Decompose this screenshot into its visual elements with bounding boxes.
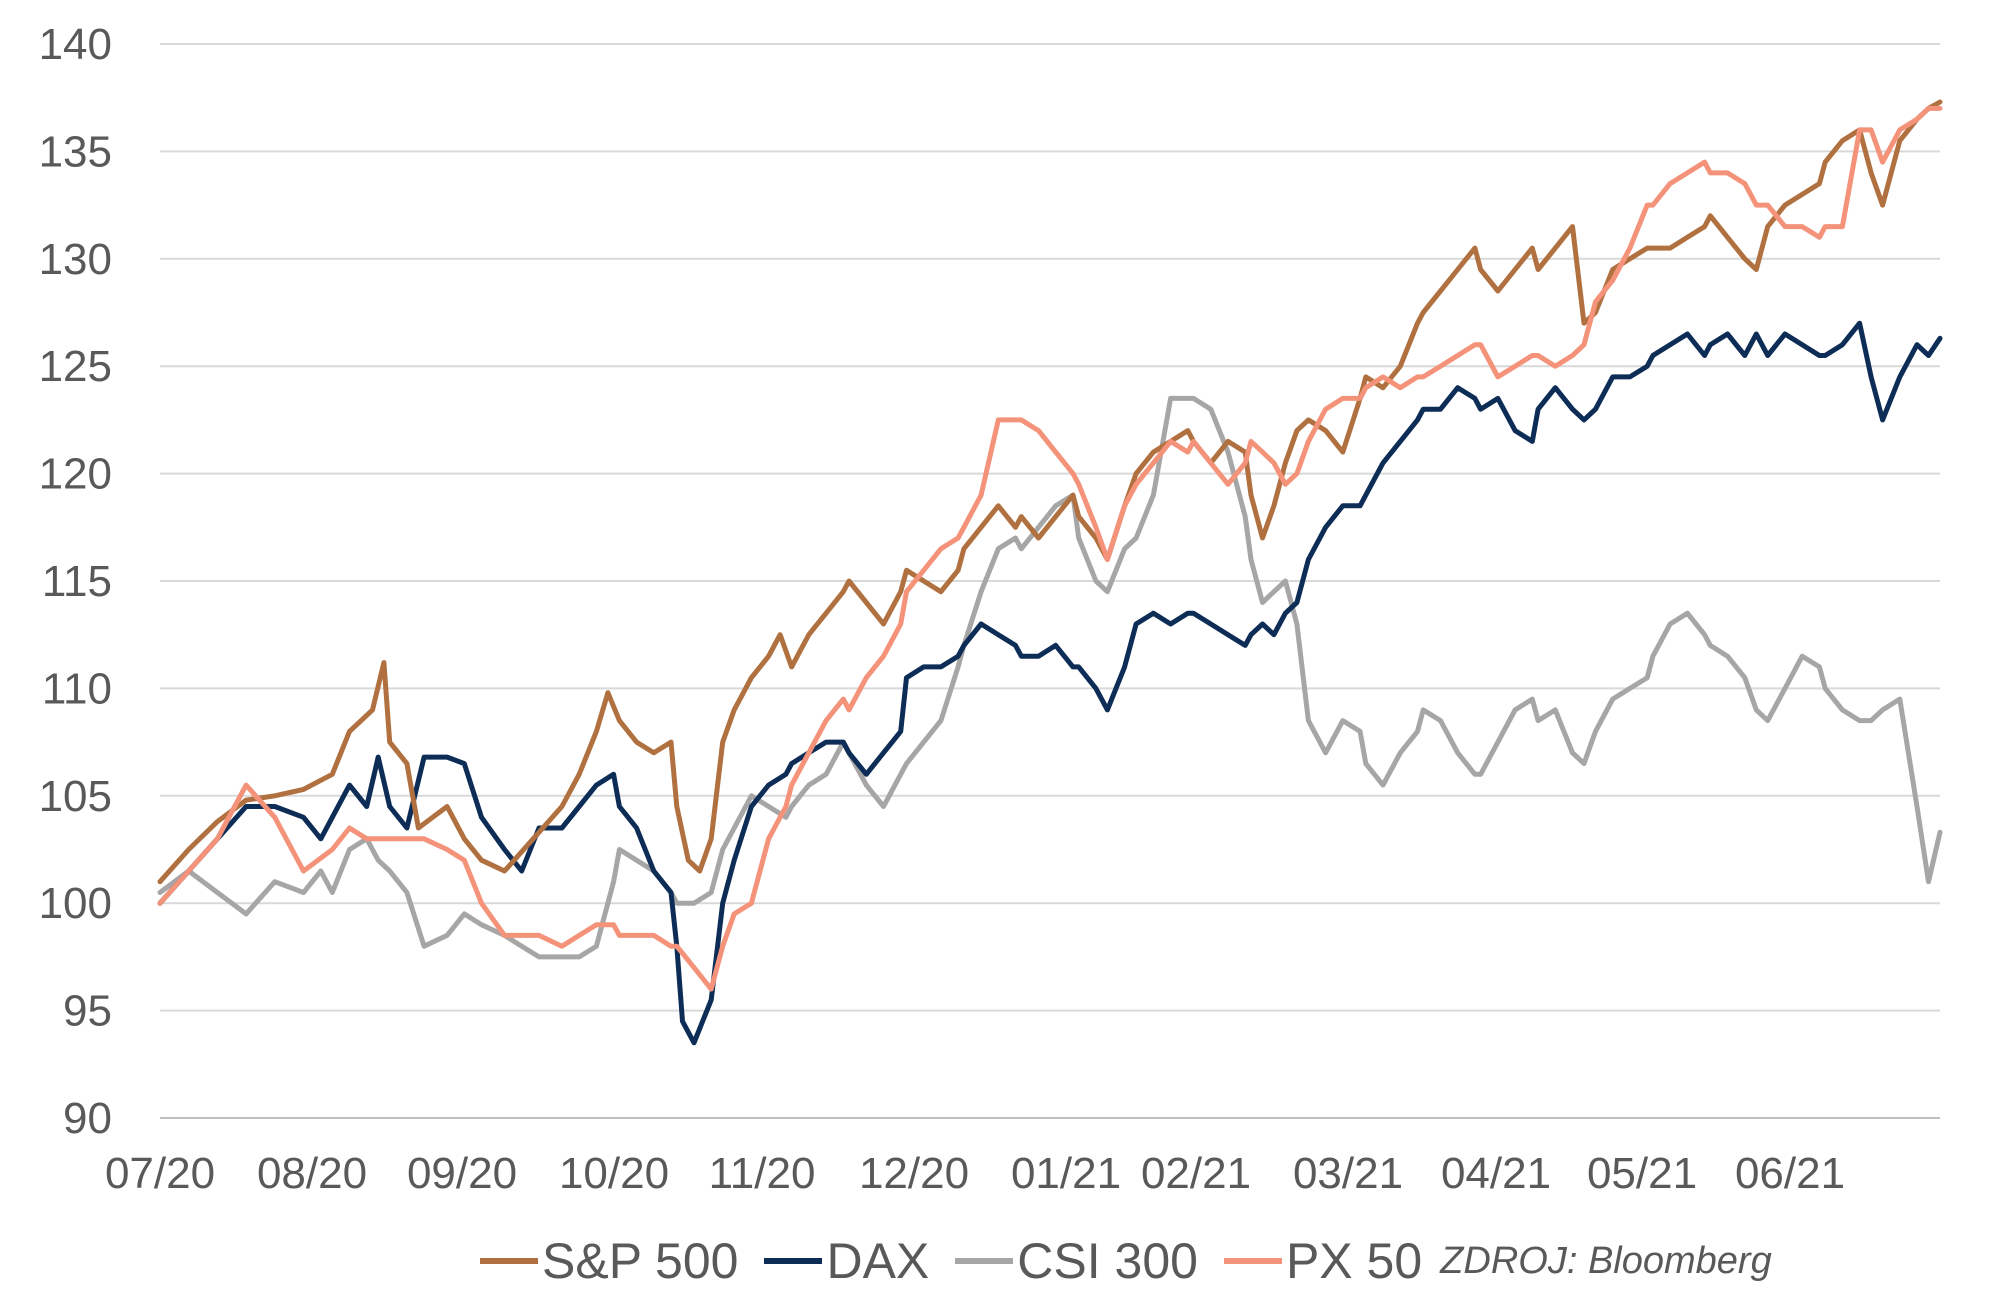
- source-note: ZDROJ: Bloomberg: [1440, 1239, 1772, 1282]
- y-tick-110: 110: [42, 664, 112, 713]
- x-tick-12-20: 12/20: [859, 1149, 969, 1198]
- y-axis-tick-labels: 90 95 100 105 110 115 120 125 130 135 140: [39, 20, 112, 1143]
- x-tick-01-21: 01/21: [1011, 1149, 1121, 1198]
- legend: S&P 500 DAX CSI 300 PX 50 ZDROJ: Bloombe…: [480, 1226, 1772, 1296]
- legend-item-sp500: S&P 500: [480, 1232, 738, 1290]
- legend-label-dax: DAX: [826, 1233, 930, 1289]
- x-tick-05-21: 05/21: [1587, 1149, 1697, 1198]
- legend-item-px50: PX 50: [1223, 1232, 1423, 1290]
- series-lines: [157, 99, 1943, 1046]
- legend-item-csi300: CSI 300: [955, 1232, 1198, 1290]
- legend-swatch-px50: [1223, 1258, 1282, 1264]
- y-tick-130: 130: [39, 235, 112, 284]
- y-tick-135: 135: [39, 127, 112, 176]
- legend-swatch-csi300: [955, 1258, 1014, 1264]
- x-tick-11-20: 11/20: [709, 1149, 816, 1198]
- x-tick-09-20: 09/20: [407, 1149, 517, 1198]
- gridlines: [160, 43, 1940, 1119]
- y-tick-140: 140: [39, 20, 112, 69]
- x-tick-04-21: 04/21: [1441, 1149, 1551, 1198]
- x-tick-03-21: 03/21: [1293, 1149, 1403, 1198]
- y-tick-100: 100: [39, 879, 112, 928]
- y-tick-90: 90: [63, 1094, 112, 1143]
- series-line-sp500: [157, 99, 1943, 885]
- legend-label-sp500: S&P 500: [542, 1233, 739, 1289]
- x-tick-07-20: 07/20: [105, 1149, 215, 1198]
- legend-item-dax: DAX: [764, 1232, 929, 1290]
- y-tick-125: 125: [39, 342, 112, 391]
- x-tick-08-20: 08/20: [257, 1149, 367, 1198]
- series-line-csi300: [157, 395, 1943, 960]
- x-tick-02-21: 02/21: [1141, 1149, 1251, 1198]
- legend-label-csi300: CSI 300: [1017, 1233, 1198, 1289]
- y-tick-120: 120: [39, 450, 112, 499]
- legend-swatch-sp500: [480, 1258, 538, 1264]
- y-tick-95: 95: [63, 987, 112, 1036]
- y-tick-105: 105: [39, 772, 112, 821]
- legend-label-px50: PX 50: [1285, 1233, 1423, 1289]
- x-tick-10-20: 10/20: [559, 1149, 669, 1198]
- series-line-dax: [157, 320, 1943, 1046]
- y-tick-115: 115: [42, 557, 112, 606]
- series-line-px50: [157, 105, 1943, 992]
- x-axis-tick-labels: 07/20 08/20 09/20 10/20 11/20 12/20 01/21 02/21…: [105, 1149, 1845, 1198]
- x-tick-06-21: 06/21: [1735, 1149, 1845, 1198]
- legend-swatch-dax: [764, 1258, 823, 1264]
